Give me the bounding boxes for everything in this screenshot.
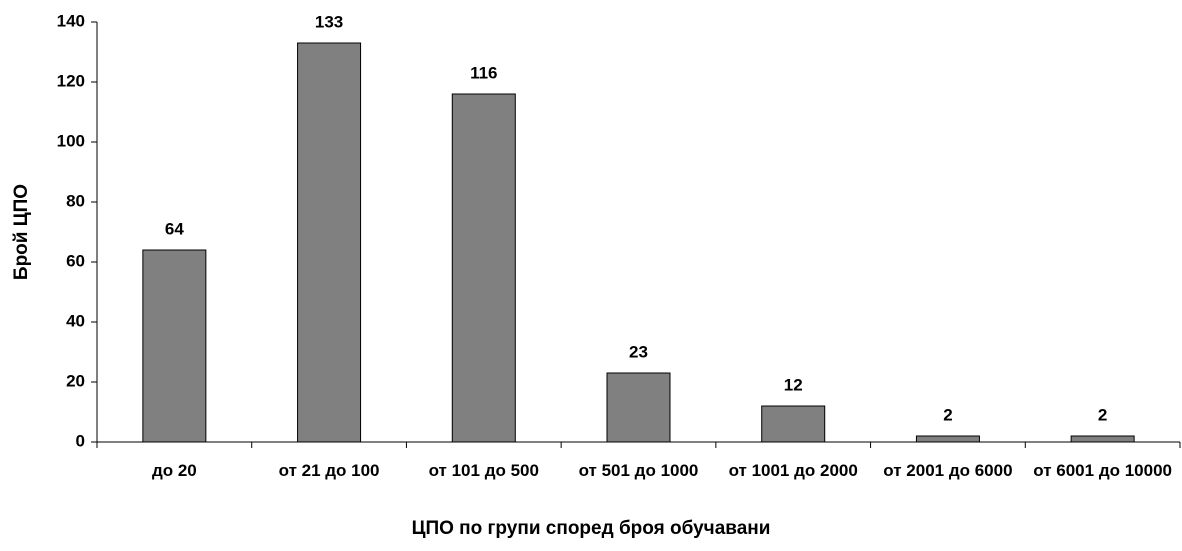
value-label: 2 bbox=[943, 405, 952, 424]
y-tick-label: 140 bbox=[57, 11, 85, 30]
y-tick-label: 80 bbox=[66, 191, 85, 210]
x-tick-label: от 501 до 1000 bbox=[578, 461, 699, 480]
value-label: 116 bbox=[470, 63, 497, 82]
x-tick-label: от 101 до 500 bbox=[428, 461, 539, 480]
bar bbox=[451, 93, 516, 443]
bar bbox=[606, 372, 671, 443]
y-axis-title: Брой ЦПО bbox=[11, 184, 32, 280]
value-label: 23 bbox=[629, 342, 648, 361]
value-label: 133 bbox=[315, 12, 343, 31]
y-tick-label: 0 bbox=[76, 431, 85, 450]
x-tick-label: до 20 bbox=[151, 461, 197, 480]
y-tick-label: 120 bbox=[57, 71, 85, 90]
y-tick-label: 100 bbox=[57, 131, 85, 150]
x-tick-label: от 21 до 100 bbox=[278, 461, 380, 480]
y-tick-label: 20 bbox=[66, 371, 85, 390]
value-label: 12 bbox=[784, 375, 803, 394]
bar bbox=[761, 405, 826, 443]
x-tick-label: от 6001 до 10000 bbox=[1033, 461, 1172, 480]
bar bbox=[142, 249, 207, 443]
y-tick-label: 60 bbox=[66, 251, 85, 270]
value-label: 2 bbox=[1098, 405, 1107, 424]
x-tick-label: от 2001 до 6000 bbox=[883, 461, 1013, 480]
bar bbox=[915, 435, 980, 443]
bar bbox=[297, 42, 362, 443]
y-tick-label: 40 bbox=[66, 311, 85, 330]
x-axis-title: ЦПО по групи според броя обучавани bbox=[411, 518, 771, 539]
value-label: 64 bbox=[165, 219, 184, 238]
x-tick-label: от 1001 до 2000 bbox=[728, 461, 858, 480]
bar bbox=[1070, 435, 1135, 443]
